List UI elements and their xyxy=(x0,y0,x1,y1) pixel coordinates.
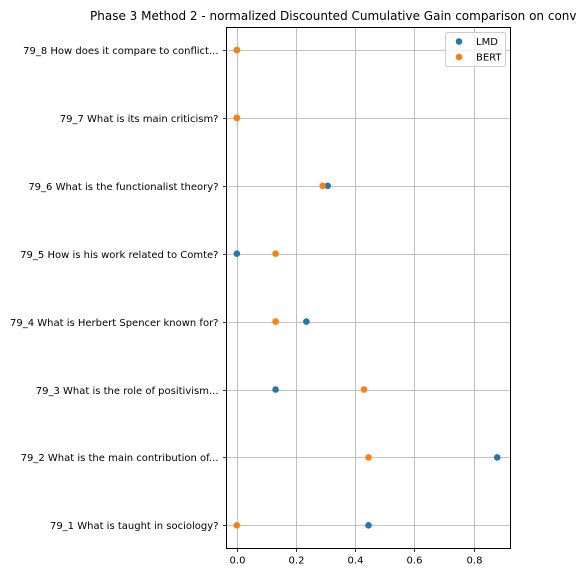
marks-layer xyxy=(233,46,501,529)
category-label: 79_6 What is the functionalist theory? xyxy=(28,182,218,193)
category-label: 79_1 What is taught in sociology? xyxy=(50,521,219,532)
point-bert xyxy=(272,250,279,257)
point-bert xyxy=(360,386,368,393)
axis-layer: 0.0 0.2 0.4 0.6 0.8 79_8 How does it compare … xyxy=(10,46,482,567)
legend-label-bert: BERT xyxy=(476,53,502,64)
category-label: 79_7 What is its main criticism? xyxy=(60,114,219,125)
point-lmd xyxy=(493,454,501,461)
point-bert xyxy=(233,522,241,529)
category-label: 79_2 What is the main contribution of... xyxy=(21,453,219,464)
point-bert xyxy=(233,114,241,122)
point-bert xyxy=(319,182,326,190)
legend: LMD BERT xyxy=(445,32,506,67)
x-tick-label: 0.4 xyxy=(348,556,364,567)
legend-marker-lmd xyxy=(455,38,463,45)
point-lmd xyxy=(365,522,372,529)
plot-frame xyxy=(226,27,511,549)
point-lmd xyxy=(324,182,331,190)
category-label: 79_8 How does it compare to conflict... xyxy=(23,46,218,57)
category-label: 79_5 How is his work related to Comte? xyxy=(20,250,218,261)
point-lmd xyxy=(303,318,310,325)
category-label: 79_4 What is Herbert Spencer known for? xyxy=(10,318,219,329)
chart-title: Phase 3 Method 2 - normalized Discounted… xyxy=(90,9,576,23)
point-bert xyxy=(365,454,372,461)
point-lmd xyxy=(272,386,279,393)
legend-label-lmd: LMD xyxy=(476,37,498,48)
x-tick-label: 0.2 xyxy=(289,556,305,567)
legend-marker-bert xyxy=(455,53,463,61)
x-tick-label: 0.0 xyxy=(230,556,246,567)
x-tick-label: 0.6 xyxy=(407,556,423,567)
point-bert xyxy=(233,46,241,54)
point-bert xyxy=(272,318,279,325)
point-lmd xyxy=(233,250,241,257)
x-tick-label: 0.8 xyxy=(467,556,483,567)
grid-layer xyxy=(226,27,511,549)
category-label: 79_3 What is the role of positivism... xyxy=(36,386,219,397)
